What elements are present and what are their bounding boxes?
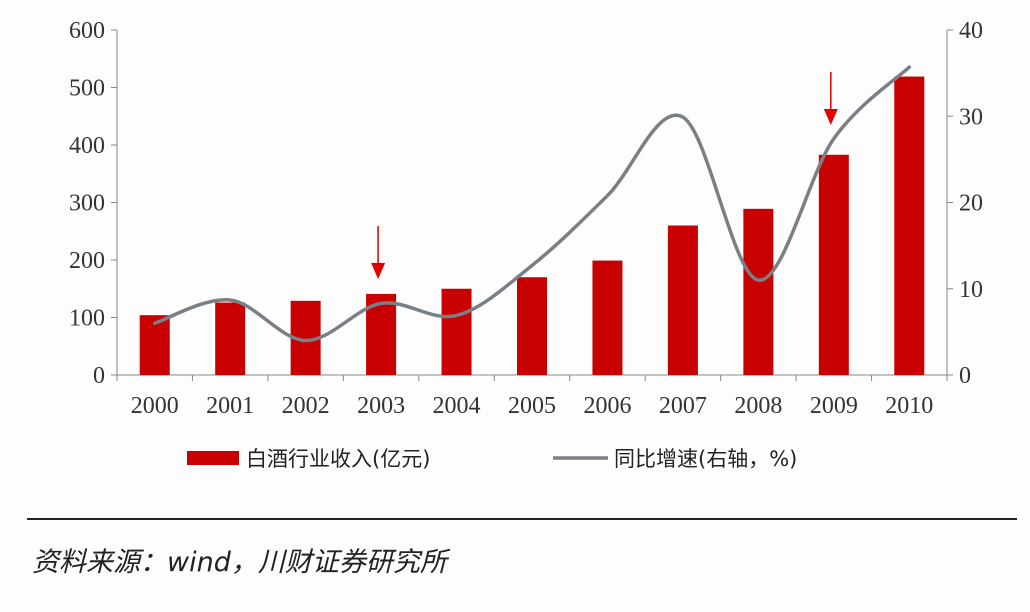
left-tick-label: 600: [69, 18, 105, 44]
x-tick-label: 2010: [885, 393, 933, 419]
x-tick-label: 2008: [734, 393, 782, 419]
bar: [215, 302, 246, 375]
bar: [743, 208, 774, 375]
left-tick-label: 200: [69, 248, 105, 274]
source-note: 资料来源：wind，川财证券研究所: [32, 547, 447, 578]
x-tick-label: 2003: [357, 393, 405, 419]
left-tick-label: 0: [93, 363, 105, 389]
x-tick-label: 2001: [206, 393, 254, 419]
legend-bar-label: 白酒行业收入(亿元): [246, 447, 430, 471]
left-tick-label: 100: [69, 306, 105, 332]
x-tick-label: 2002: [282, 393, 330, 419]
growth-line: [152, 65, 912, 343]
bar: [592, 260, 623, 375]
x-tick-label: 2000: [131, 393, 179, 419]
bar: [894, 76, 925, 375]
left-tick-label: 300: [69, 191, 105, 217]
x-tick-label: 2005: [508, 393, 556, 419]
legend-line-label: 同比增速(右轴，%): [614, 447, 797, 471]
arrow-head: [371, 263, 386, 279]
x-tick-label: 2009: [810, 393, 858, 419]
right-tick-label: 0: [959, 363, 971, 389]
divider: [27, 518, 1017, 520]
x-tick-label: 2006: [583, 393, 631, 419]
x-tick-label: 2004: [433, 393, 481, 419]
bar: [139, 315, 170, 375]
legend-bar-swatch: [187, 451, 239, 465]
right-tick-label: 20: [959, 191, 983, 217]
left-tick-label: 500: [69, 76, 105, 102]
chart: 0 100 200 300 400 500 600 0 10 20 30 40 2000 2001 2002…: [69, 18, 983, 471]
bar: [517, 277, 547, 375]
bar: [667, 225, 698, 375]
x-tick-label: 2007: [659, 393, 707, 419]
right-tick-label: 30: [959, 104, 983, 130]
right-tick-label: 10: [959, 277, 983, 303]
arrow-head: [823, 109, 838, 125]
right-tick-label: 40: [959, 18, 983, 44]
left-tick-label: 400: [69, 133, 105, 159]
bar: [818, 154, 849, 375]
bar: [441, 288, 472, 375]
